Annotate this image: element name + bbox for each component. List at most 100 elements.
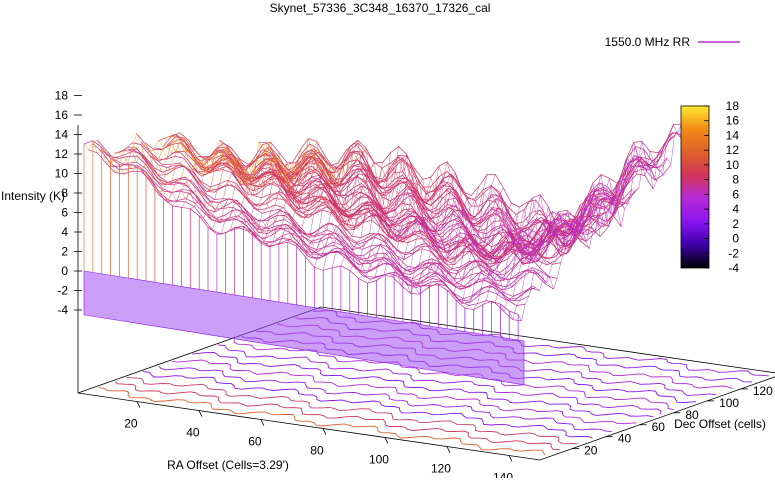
mesh-column-line (385, 216, 569, 286)
z-tick-label: 14 (55, 128, 69, 142)
contour-line (217, 344, 662, 415)
z-tick-label: -2 (57, 284, 68, 298)
x-tick-mark (198, 410, 203, 417)
contour-line (158, 365, 612, 433)
y-tick-label: 40 (618, 432, 632, 446)
z-tick-label: 4 (61, 225, 68, 239)
colorbar-tick-label: 4 (732, 202, 739, 216)
x-tick-label: 120 (431, 462, 451, 476)
x-tick-mark (384, 437, 389, 444)
mesh-column-line (314, 187, 504, 268)
mesh-row-line (114, 148, 544, 288)
z-tick-label: 0 (61, 264, 68, 278)
x-tick-label: 100 (369, 453, 389, 467)
colorbar-tick-label: 6 (732, 187, 739, 201)
x-tick-mark (136, 401, 141, 408)
mesh-column-line (261, 161, 456, 248)
contour-line (98, 386, 546, 456)
mesh-column-line (101, 132, 311, 191)
colorbar-tick-label: 16 (726, 114, 740, 128)
mesh-row-line (145, 138, 569, 264)
z-tick-label: 6 (61, 206, 68, 220)
colorbar-tick-label: 8 (732, 173, 739, 187)
surface-skirt (83, 270, 525, 386)
mesh-column-line (473, 142, 649, 310)
mesh-column-line (482, 141, 657, 305)
colorbar-tick-label: 18 (726, 99, 740, 113)
x-tick-label: 140 (493, 471, 513, 478)
y-tick-label: 80 (685, 408, 699, 422)
mesh-column-line (190, 150, 391, 220)
mesh-row-line (110, 161, 540, 297)
mesh-row-line (293, 132, 689, 248)
colorbar-tick-label: 0 (732, 232, 739, 246)
axes: Intensity (K) RA Offset (Cells=3.29') De… (1, 89, 775, 483)
x-tick-mark (446, 446, 451, 453)
mesh-row-line (215, 150, 625, 265)
contour-line (126, 376, 578, 445)
legend: 1550.0 MHz RR (605, 35, 740, 49)
x-tick-label: 80 (310, 444, 324, 458)
colorbar-tick-label: 10 (726, 158, 740, 172)
mesh-column-line (322, 185, 512, 271)
x-tick-label: 20 (124, 417, 138, 431)
x-tick-label: 60 (248, 435, 262, 449)
x-axis-label: RA Offset (Cells=3.29') (167, 458, 289, 472)
colorbar-tick-label: -4 (728, 261, 739, 275)
legend-label: 1550.0 MHz RR (605, 35, 691, 49)
y-tick-label: 100 (719, 396, 739, 410)
mesh-column-line (207, 154, 408, 231)
contour-line (142, 371, 593, 439)
mesh-column-line (83, 133, 295, 186)
mesh-row-line (193, 159, 607, 276)
x-tick-mark (508, 455, 513, 462)
mesh-column-line (500, 132, 673, 313)
x-tick-mark (322, 428, 327, 435)
mesh-column-line (305, 174, 496, 260)
contour-line (171, 359, 637, 425)
mesh-column-line (429, 197, 609, 290)
mesh-column-line (110, 139, 319, 182)
y-axis-label: Dec Offset (cells) (674, 417, 766, 431)
mesh-column-line (464, 158, 641, 309)
z-tick-label: 10 (55, 167, 69, 181)
y-tick-label: 120 (753, 384, 773, 398)
z-tick-label: 12 (55, 147, 69, 161)
mesh-column-line (376, 206, 561, 281)
colorbar-tick-label: 2 (732, 217, 739, 231)
mesh-column-line (145, 148, 351, 196)
y-tick-label: 60 (652, 420, 666, 434)
mesh-row-line (285, 123, 682, 241)
mesh-row-line (149, 150, 572, 264)
mesh-column-line (447, 178, 625, 305)
x-tick-label: 40 (186, 426, 200, 440)
y-tick-label: 20 (584, 444, 598, 458)
mesh-row-line (131, 149, 558, 286)
chart-title: Skynet_57336_3C348_16370_17326_cal (270, 1, 491, 15)
mesh-column-line (216, 155, 416, 235)
mesh-column-line (172, 140, 375, 210)
mesh-column-line (358, 198, 544, 279)
mesh-column-line (154, 142, 359, 203)
contour-line (114, 381, 561, 451)
mesh-column-line (252, 166, 448, 244)
colorbar-tick-label: 14 (726, 128, 740, 142)
mesh-column-line (508, 123, 681, 321)
mesh-column-line (128, 138, 335, 184)
z-axis-label: Intensity (K) (1, 189, 65, 203)
mesh-column-line (340, 197, 528, 271)
mesh-column-line (349, 199, 536, 274)
colorbar-tick-label: 12 (726, 143, 740, 157)
colorbar-gradient (680, 105, 710, 269)
mesh-column-line (517, 123, 689, 322)
mesh-column-line (367, 194, 552, 284)
mesh-column-line (225, 163, 424, 234)
z-tick-label: 2 (61, 245, 68, 259)
z-tick-label: 18 (55, 89, 69, 103)
mesh-row-line (280, 131, 679, 236)
x-tick-mark (260, 419, 265, 426)
mesh-column-line (331, 192, 520, 268)
